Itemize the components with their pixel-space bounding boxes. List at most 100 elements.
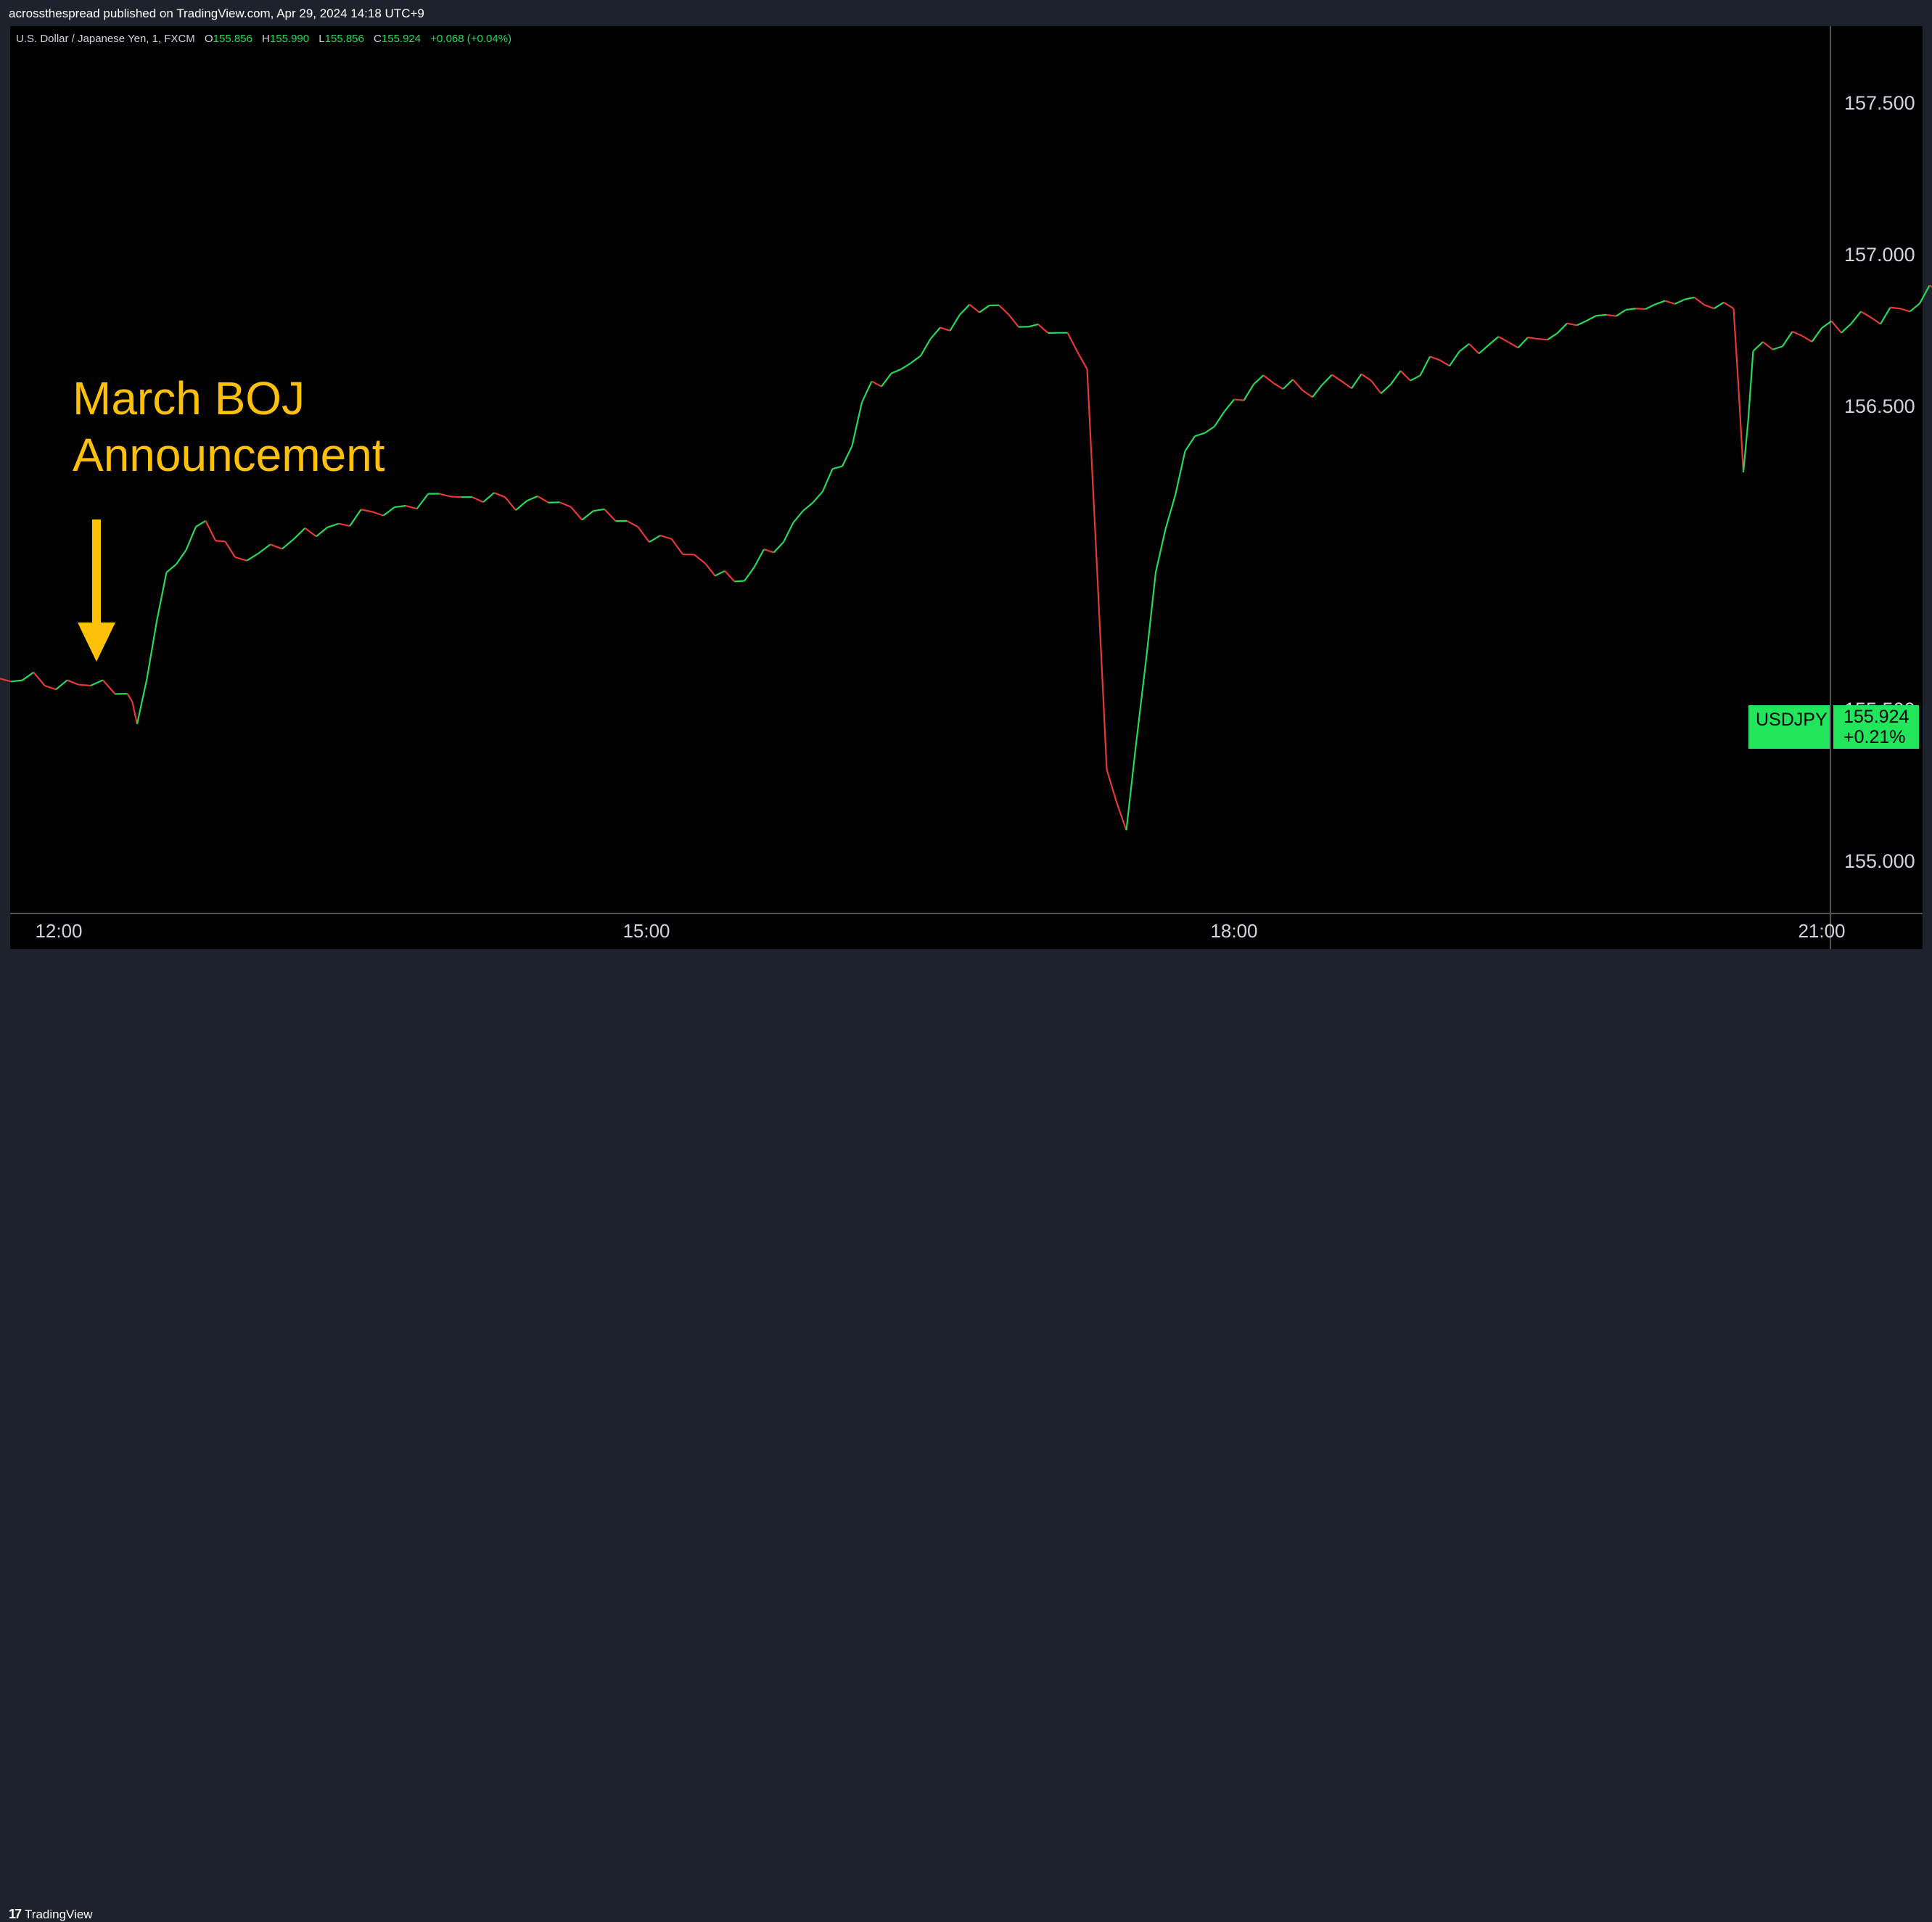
price-segment bbox=[1930, 285, 1932, 290]
price-segment bbox=[1097, 567, 1107, 770]
price-segment bbox=[823, 469, 833, 491]
price-segment bbox=[1127, 744, 1137, 831]
price-segment bbox=[960, 305, 970, 315]
price-segment bbox=[1538, 339, 1548, 340]
price-segment bbox=[970, 305, 980, 313]
price-segment bbox=[1626, 308, 1636, 310]
price-segment bbox=[1802, 336, 1812, 342]
price-segment bbox=[440, 494, 451, 497]
price-segment bbox=[271, 544, 282, 549]
price-segment bbox=[1616, 310, 1627, 316]
price-segment bbox=[1342, 382, 1352, 389]
price-segment bbox=[45, 686, 56, 689]
price-segment bbox=[1714, 303, 1725, 308]
price-segment bbox=[1793, 332, 1803, 336]
close-label: C bbox=[374, 33, 382, 45]
price-segment bbox=[950, 315, 961, 331]
price-segment bbox=[979, 305, 990, 313]
price-segment bbox=[715, 571, 725, 576]
price-segment bbox=[1332, 375, 1342, 382]
price-segment bbox=[1029, 324, 1039, 327]
annotation-arrow-head bbox=[78, 623, 115, 662]
symbol-legend: U.S. Dollar / Japanese Yen, 1, FXCM O155… bbox=[16, 33, 511, 45]
price-segment bbox=[1185, 436, 1196, 451]
price-segment bbox=[1547, 333, 1558, 340]
price-segment bbox=[1323, 375, 1333, 385]
price-segment bbox=[383, 507, 394, 516]
boj-annotation: March BOJ Announcement bbox=[73, 370, 385, 483]
bottom-bar: 17 TradingView bbox=[0, 949, 1932, 982]
price-segment bbox=[1273, 383, 1283, 389]
price-segment bbox=[1587, 316, 1597, 321]
price-segment bbox=[1440, 360, 1450, 366]
price-segment bbox=[527, 496, 538, 501]
price-segment bbox=[1636, 308, 1646, 309]
price-segment bbox=[186, 527, 197, 550]
price-segment bbox=[157, 572, 167, 622]
price-segment bbox=[372, 512, 383, 515]
symbol-badge: USDJPY bbox=[1748, 705, 1830, 749]
annotation-line-2: Announcement bbox=[73, 427, 385, 483]
price-segment bbox=[1371, 381, 1381, 394]
price-segment bbox=[1597, 315, 1607, 316]
close-value: 155.924 bbox=[382, 33, 421, 45]
price-segment bbox=[1871, 317, 1881, 324]
price-segment bbox=[1528, 337, 1538, 339]
price-segment bbox=[235, 557, 247, 561]
price-segment bbox=[638, 527, 649, 542]
price-segment bbox=[1460, 344, 1470, 352]
price-segment bbox=[196, 521, 206, 527]
price-segment bbox=[901, 363, 911, 369]
price-segment bbox=[1841, 324, 1851, 333]
price-segment bbox=[1748, 351, 1754, 419]
price-segment bbox=[1558, 324, 1568, 334]
price-segment bbox=[1743, 419, 1748, 472]
price-segment bbox=[1195, 433, 1205, 436]
price-segment bbox=[538, 496, 548, 503]
price-segment bbox=[176, 550, 186, 564]
low-label: L bbox=[318, 33, 324, 45]
price-segment bbox=[764, 549, 774, 552]
price-segment bbox=[1312, 385, 1323, 397]
price-segment bbox=[881, 374, 892, 387]
price-segment bbox=[395, 506, 406, 507]
price-segment bbox=[167, 564, 177, 572]
annotation-line-1: March BOJ bbox=[73, 370, 385, 427]
price-segment bbox=[582, 511, 593, 519]
price-segment bbox=[1244, 385, 1254, 401]
price-segment bbox=[472, 497, 483, 502]
price-segment bbox=[137, 679, 147, 724]
price-segment bbox=[940, 327, 950, 330]
price-segment bbox=[1430, 356, 1440, 360]
high-label: H bbox=[262, 33, 270, 45]
price-segment bbox=[1283, 379, 1294, 389]
price-tick-label: 157.500 bbox=[1844, 92, 1915, 114]
price-segment bbox=[1421, 356, 1431, 375]
price-segment bbox=[571, 507, 582, 520]
price-segment bbox=[505, 497, 516, 510]
price-segment bbox=[1695, 297, 1705, 305]
price-segment bbox=[494, 493, 505, 497]
price-segment bbox=[516, 501, 527, 510]
price-tick-label: 156.500 bbox=[1844, 395, 1915, 417]
symbol-description: U.S. Dollar / Japanese Yen, 1, FXCM bbox=[16, 33, 195, 45]
price-segment bbox=[1675, 300, 1685, 304]
price-segment bbox=[627, 521, 638, 527]
price-segment bbox=[1783, 332, 1793, 346]
price-segment bbox=[132, 702, 137, 724]
price-segment bbox=[1763, 342, 1773, 350]
price-segment bbox=[1391, 371, 1401, 385]
tradingview-brand[interactable]: 17 TradingView bbox=[9, 1907, 93, 1922]
price-segment bbox=[1068, 333, 1078, 352]
price-segment bbox=[911, 356, 921, 363]
price-segment bbox=[1117, 802, 1127, 831]
price-segment bbox=[1920, 285, 1930, 303]
price-segment bbox=[1136, 662, 1146, 744]
price-segment bbox=[1754, 342, 1764, 351]
price-segment bbox=[1254, 375, 1264, 384]
price-segment bbox=[1665, 301, 1675, 304]
price-segment bbox=[0, 678, 11, 681]
price-segment bbox=[305, 528, 316, 536]
time-tick-label: 15:00 bbox=[622, 920, 670, 942]
price-segment bbox=[1685, 297, 1695, 300]
